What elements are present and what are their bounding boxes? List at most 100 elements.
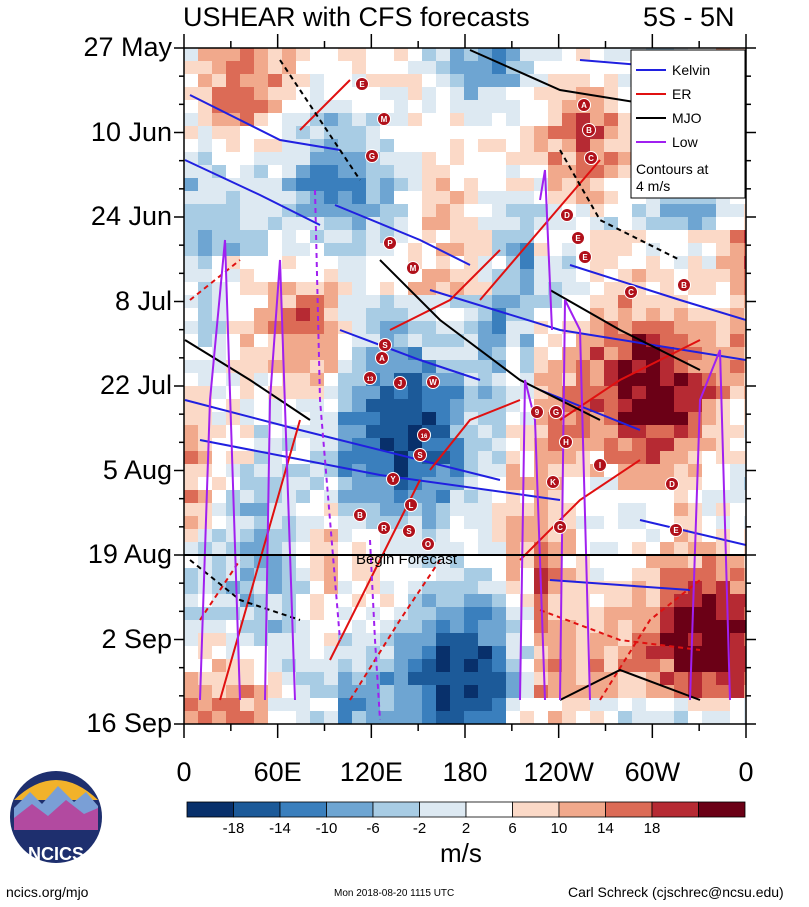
storm-marker-label: M <box>381 115 388 124</box>
colorbar-tick-label: -10 <box>315 820 338 837</box>
colorbar-tick-label: -6 <box>366 820 380 837</box>
colorbar-cell <box>279 801 327 818</box>
axis-ticks <box>174 34 756 738</box>
x-tick-label: 0 <box>176 757 192 787</box>
contour-line <box>189 559 301 621</box>
contour-line <box>349 559 441 701</box>
colorbar-unit: m/s <box>440 838 482 868</box>
contour-line <box>314 189 341 641</box>
storm-marker: C <box>584 151 598 165</box>
x-tick-label: 180 <box>442 757 488 787</box>
contour-line <box>279 59 361 181</box>
storm-marker-label: E <box>582 253 588 262</box>
storm-marker: E <box>669 523 683 537</box>
storm-marker: D <box>665 477 679 491</box>
contour-line <box>539 169 553 331</box>
storm-marker-label: G <box>369 152 375 161</box>
colorbar-cell <box>186 801 234 818</box>
storm-marker: B <box>353 508 367 522</box>
legend-entry-label: ER <box>672 86 691 102</box>
footer-timestamp: Mon 2018-08-20 1115 UTC <box>334 888 455 899</box>
storm-marker-label: 16 <box>421 434 428 440</box>
colorbar-tick-label: -2 <box>412 820 427 837</box>
storm-marker: G <box>549 405 563 419</box>
storm-marker: O <box>421 537 435 551</box>
colorbar-tick-label: 6 <box>508 820 517 837</box>
contour-line <box>549 289 701 371</box>
colorbar-tick-label: -18 <box>222 820 245 837</box>
storm-marker-label: M <box>410 264 417 273</box>
contour-line <box>559 668 701 701</box>
storm-marker-label: S <box>382 341 388 350</box>
region-label: 5S - 5N <box>643 2 735 32</box>
colorbar-cell <box>465 801 513 818</box>
storm-marker: J <box>393 376 407 390</box>
footer-author[interactable]: Carl Schreck (cjschrec@ncsu.edu) <box>568 884 784 900</box>
x-tick-label: 60W <box>624 757 681 787</box>
contour-line <box>339 329 481 381</box>
storm-marker-label: A <box>379 354 385 363</box>
storm-marker-label: I <box>599 461 601 470</box>
storm-marker: D <box>560 208 574 222</box>
footer-url[interactable]: ncics.org/mjo <box>6 884 89 900</box>
storm-marker: B <box>677 278 691 292</box>
x-tick-label: 120W <box>523 757 594 787</box>
y-tick-label: 27 May <box>83 32 172 62</box>
storm-marker: S <box>413 448 427 462</box>
colorbar-cell <box>419 801 467 818</box>
contour-line <box>369 539 381 721</box>
legend-note: 4 m/s <box>636 178 670 194</box>
contour-line <box>539 609 701 651</box>
x-tick-label: 0 <box>738 757 754 787</box>
storm-marker: R <box>377 521 391 535</box>
contour-line <box>599 579 701 701</box>
storm-marker-label: Y <box>390 475 396 484</box>
contour-line <box>689 349 731 701</box>
storm-marker-label: B <box>357 511 363 520</box>
legend-entry-label: Kelvin <box>672 62 710 78</box>
storm-marker-label: E <box>575 234 581 243</box>
colorbar-cell <box>326 801 374 818</box>
storm-marker-label: B <box>586 126 592 135</box>
colorbar <box>186 801 746 818</box>
colorbar-cell <box>698 801 746 818</box>
colorbar-cell <box>558 801 606 818</box>
contour-line <box>199 439 561 501</box>
legend-entry-label: MJO <box>672 110 702 126</box>
storm-marker: S <box>402 524 416 538</box>
storm-marker: E <box>578 250 592 264</box>
contour-line <box>184 339 311 421</box>
contour-line <box>519 379 546 701</box>
storm-marker: G <box>365 149 379 163</box>
storm-marker-label: O <box>425 540 431 549</box>
storm-marker: K <box>546 475 560 489</box>
contour-line <box>389 249 501 331</box>
storm-marker-label: E <box>673 526 679 535</box>
y-tick-label: 5 Aug <box>102 454 172 485</box>
storm-marker-label: C <box>557 523 563 532</box>
storm-marker-label: B <box>681 281 687 290</box>
storm-marker: H <box>559 435 573 449</box>
contour-line <box>189 259 241 301</box>
storm-marker: 16 <box>417 428 431 442</box>
storm-marker-label: D <box>564 211 570 220</box>
x-tick-label: 120E <box>339 757 403 787</box>
colorbar-tick-label: 10 <box>550 820 568 837</box>
storm-marker: S <box>378 338 392 352</box>
y-tick-label: 8 Jul <box>114 285 172 316</box>
legend: Kelvin ER MJO Low Contours at4 m/s <box>630 49 746 199</box>
contour-line <box>569 264 746 321</box>
contour-line <box>639 519 746 546</box>
contour-line <box>379 259 601 421</box>
contour-line <box>189 94 341 151</box>
storm-marker-label: J <box>398 379 402 388</box>
colorbar-cell <box>233 801 281 818</box>
contour-line <box>184 399 501 481</box>
y-tick-label: 22 Jul <box>99 370 172 400</box>
storm-marker: M <box>406 261 420 275</box>
storm-marker: W <box>426 375 440 389</box>
storm-marker: Y <box>386 472 400 486</box>
ncics-logo: NCICS <box>10 771 102 864</box>
storm-marker-label: C <box>588 154 594 163</box>
